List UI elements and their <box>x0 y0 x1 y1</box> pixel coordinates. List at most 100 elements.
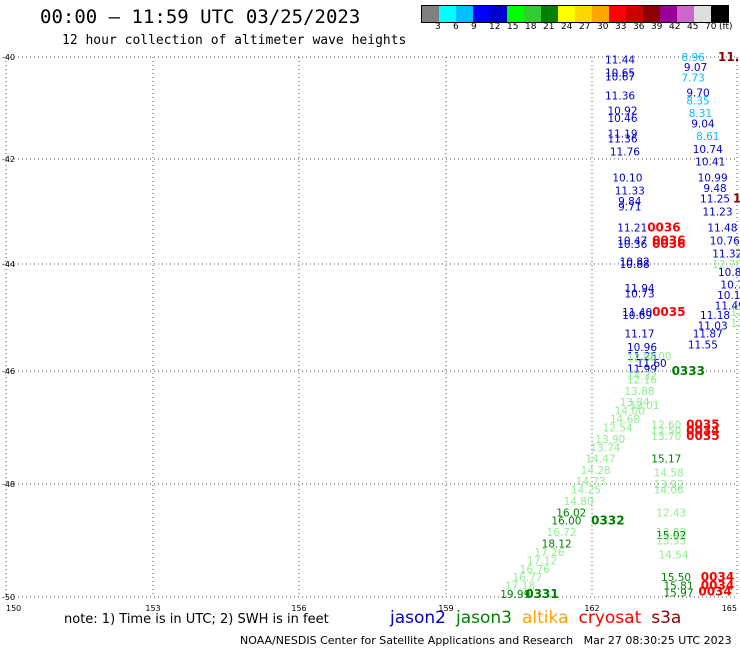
satellite-legend: jason2 jason3 altika cryosat s3a <box>390 608 691 628</box>
y-tick-label: -46 <box>2 367 15 376</box>
wave-height-value: 11.19 <box>607 129 637 141</box>
satellite-legend-cryosat: cryosat <box>578 608 642 628</box>
wave-height-value: 11.32 <box>712 249 740 261</box>
satellite-legend-jason2: jason2 <box>390 608 446 628</box>
legend-label: 33 <box>615 22 627 32</box>
wave-height-value: 10.67 <box>605 71 635 83</box>
wave-height-value: 1 <box>733 191 740 205</box>
wave-height-value: 12.43 <box>656 507 686 519</box>
legend-swatch <box>524 6 541 22</box>
wave-height-value: 15.97 <box>663 587 693 599</box>
wave-height-value: 10.7 <box>720 279 740 291</box>
wave-height-value: 10.36 <box>617 239 647 251</box>
wave-height-value: 13.90 <box>595 434 625 446</box>
legend-label: 30 <box>597 22 609 32</box>
wave-height-value: 14.54 <box>659 550 689 562</box>
legend-swatch <box>609 6 626 22</box>
wave-height-value: 0036 <box>652 237 685 251</box>
wave-height-value: 11.18 <box>700 310 730 322</box>
wave-height-value: 16.76 <box>520 564 550 576</box>
wave-height-value: 10.8 <box>718 267 740 279</box>
wave-height-value: 17.12 <box>527 555 557 567</box>
legend-label: 6 <box>453 22 459 32</box>
wave-height-value: 0034 <box>686 423 719 437</box>
legend-swatch <box>643 6 660 22</box>
wave-height-value: 17.26 <box>534 547 564 559</box>
legend-label: (ft) <box>719 22 733 32</box>
wave-height-value: 15.02 <box>656 530 686 542</box>
y-tick-label: -48 <box>2 480 15 489</box>
legend-swatch <box>660 6 677 22</box>
wave-height-value: 12.01 <box>629 400 659 412</box>
wave-height-value: 11.17 <box>625 329 655 341</box>
wave-height-value: 14.47 <box>586 454 616 466</box>
wave-height-value: 11.21 <box>617 222 647 234</box>
wave-height-value: 12.54 <box>603 423 633 435</box>
credits-footer: NOAA/NESDIS Center for Satellite Applica… <box>240 634 732 647</box>
wave-height-value: 11.48 <box>707 222 737 234</box>
wave-height-value: 8.61 <box>696 131 719 143</box>
x-tick-label: 153 <box>145 604 160 613</box>
chart-subtitle: 12 hour collection of altimeter wave hei… <box>62 33 407 48</box>
legend-swatch <box>439 6 456 22</box>
wave-height-value: 13.74 <box>590 442 620 454</box>
wave-height-value: 0034 <box>701 570 734 584</box>
wave-height-value: 11.99 <box>627 363 657 375</box>
wave-height-value: 11.40 <box>622 307 652 319</box>
legend-label: 21 <box>543 22 555 32</box>
wave-height-value: 10.10 <box>612 172 642 184</box>
legend-label: 27 <box>579 22 591 32</box>
wave-height-value: 11.25 <box>627 351 657 363</box>
wave-height-value: 9.48 <box>703 183 726 195</box>
wave-height-value: 16.02 <box>556 507 586 519</box>
legend-label: 3 <box>435 22 441 32</box>
y-tick-label: -40 <box>2 53 15 62</box>
wave-height-value: 10.15 <box>717 290 740 302</box>
wave-height-value: 18.12 <box>542 538 572 550</box>
wave-height-value: 0035 <box>686 418 719 432</box>
wave-height-value: 10.92 <box>607 106 637 118</box>
legend-label: 12 <box>489 22 501 32</box>
wave-height-value: 10.82 <box>620 256 650 268</box>
wave-height-value: 10.99 <box>698 172 728 184</box>
wave-height-value: 15.17 <box>651 454 681 466</box>
wave-height-value: 0034 <box>698 584 731 598</box>
wave-height-value: 14.68 <box>610 414 640 426</box>
wave-height-value: 14.00 <box>615 406 645 418</box>
wave-height-value: 16.00 <box>551 516 581 528</box>
wave-height-value: 13.82 <box>656 527 686 539</box>
wave-height-value: 10.73 <box>625 288 655 300</box>
wave-height-value: 10.88 <box>620 259 650 271</box>
y-tick-label: -50 <box>2 593 15 602</box>
wave-height-value: 0036 <box>647 220 680 234</box>
wave-height-value: 11.36 <box>605 90 635 102</box>
wave-height-value: 11.55 <box>688 339 718 351</box>
wave-height-value: 0034 <box>701 579 734 593</box>
wave-height-value: 9.70 <box>686 88 709 100</box>
wave-height-value: 8.35 <box>686 95 709 107</box>
wave-height-value: 14.25 <box>571 485 601 497</box>
legend-swatch <box>711 6 728 22</box>
wave-height-value: 16.77 <box>512 572 542 584</box>
wave-height-value: 0331 <box>525 587 558 601</box>
wave-height-value: 10.41 <box>695 157 725 169</box>
color-scale-legend <box>421 5 729 23</box>
x-tick-label: 150 <box>6 604 21 613</box>
wave-height-value: 11.36 <box>607 134 637 146</box>
color-scale-labels: 3 6 9 12 15 18 21 24 27 30 33 36 39 42 45 70 (ft) <box>421 22 740 34</box>
wave-height-value: 11.33 <box>615 186 645 198</box>
wave-height-value: 0332 <box>591 514 624 528</box>
wave-height-value: 10.46 <box>607 113 637 125</box>
wave-height-value: 15.50 <box>661 572 691 584</box>
wave-height-value: 10.69 <box>622 310 652 322</box>
satellite-legend-jason3: jason3 <box>456 608 512 628</box>
legend-swatch <box>422 6 439 22</box>
wave-height-value: 10.74 <box>693 144 723 156</box>
wave-height-value: 12.60 <box>651 420 681 432</box>
satellite-legend-altika: altika <box>522 608 569 628</box>
wave-height-value: 0035 <box>686 429 719 443</box>
wave-height-value: 7.73 <box>681 72 704 84</box>
legend-swatch <box>541 6 558 22</box>
legend-label: 36 <box>633 22 645 32</box>
wave-height-value: 11.76 <box>610 146 640 158</box>
